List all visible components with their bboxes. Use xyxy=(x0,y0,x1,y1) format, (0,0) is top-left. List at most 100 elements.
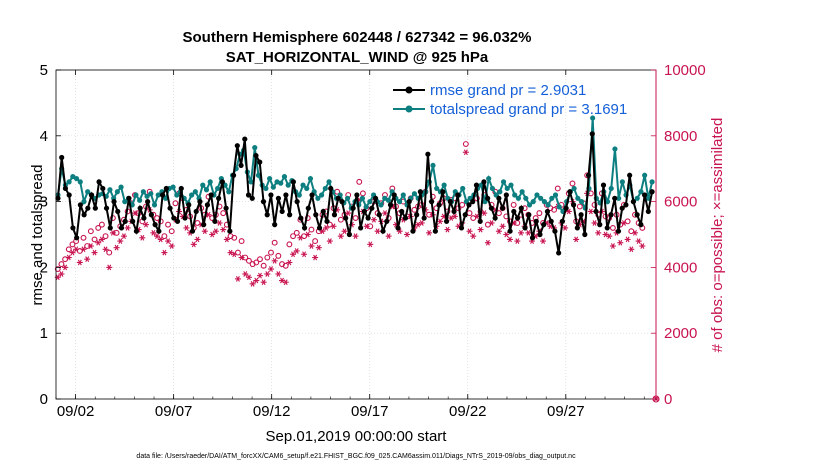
rmse-point xyxy=(432,228,438,234)
asterisk-stroke xyxy=(610,243,615,249)
asterisk-stroke xyxy=(70,249,75,256)
obs-assimilated-marker xyxy=(345,210,352,216)
rmse-point xyxy=(451,208,457,215)
rmse-point xyxy=(477,218,483,224)
totalspread-point xyxy=(107,187,113,193)
obs-assimilated-marker xyxy=(124,225,131,231)
obs-assimilated-marker xyxy=(495,228,502,235)
rmse-point xyxy=(619,205,625,211)
asterisk-stroke xyxy=(217,220,222,226)
rmse-point xyxy=(615,228,622,234)
rmse-point xyxy=(249,195,255,201)
y-left-tick-label: 1 xyxy=(40,325,48,342)
rmse-point xyxy=(440,189,446,195)
asterisk-stroke xyxy=(291,251,296,258)
asterisk-stroke xyxy=(155,233,160,240)
rmse-point xyxy=(485,195,491,201)
totalspread-point xyxy=(344,195,351,201)
rmse-point xyxy=(556,250,562,256)
obs-possible-marker xyxy=(264,254,271,261)
totalspread-point xyxy=(151,202,158,208)
obs-possible-marker xyxy=(168,228,175,235)
obs-assimilated-marker xyxy=(481,210,488,216)
rmse-point xyxy=(380,228,386,234)
rmse-point xyxy=(544,208,551,215)
rmse-point xyxy=(384,218,390,224)
obs-assimilated-marker xyxy=(363,223,370,230)
rmse-point xyxy=(227,228,233,234)
rmse-point xyxy=(429,199,435,205)
totalspread-point xyxy=(385,197,392,203)
obs-assimilated-marker xyxy=(444,226,451,233)
obs-assimilated-marker xyxy=(606,233,613,240)
rmse-point xyxy=(600,182,607,188)
obs-assimilated-marker xyxy=(426,229,433,236)
rmse-point xyxy=(81,212,87,218)
asterisk-stroke xyxy=(202,228,207,235)
obs-assimilated-marker xyxy=(337,233,344,240)
rmse-point xyxy=(630,199,636,205)
asterisk-stroke xyxy=(213,228,218,235)
obs-assimilated-marker xyxy=(323,225,330,231)
rmse-point xyxy=(130,218,136,224)
asterisk-stroke xyxy=(96,239,101,246)
totalspread-point xyxy=(608,185,614,192)
obs-assimilated-marker xyxy=(381,210,388,216)
obs-assimilated-marker xyxy=(212,228,219,235)
y-axis-right-label: # of obs: o=possible; ×=assimilated xyxy=(709,118,726,353)
obs-possible-marker xyxy=(220,210,227,217)
asterisk-stroke xyxy=(63,264,68,271)
rmse-point xyxy=(488,205,495,211)
obs-assimilated-marker xyxy=(297,234,304,241)
totalspread-point xyxy=(267,175,273,182)
legend-totalspread-marker xyxy=(405,105,413,113)
obs-assimilated-marker xyxy=(484,239,491,246)
x-axis-label: Sep.01,2019 00:00:00 start xyxy=(266,428,448,445)
obs-assimilated-marker xyxy=(620,220,627,226)
obs-assimilated-marker xyxy=(385,233,392,240)
rmse-point xyxy=(522,225,528,231)
asterisk-stroke xyxy=(471,233,476,240)
asterisk-stroke xyxy=(427,229,432,236)
obs-possible-marker xyxy=(337,216,344,223)
rmse-point xyxy=(152,222,158,228)
totalspread-point xyxy=(489,185,496,192)
totalspread-point xyxy=(278,180,284,186)
obs-assimilated-marker xyxy=(268,266,274,272)
totalspread-point xyxy=(73,175,80,182)
rmse-point xyxy=(178,185,184,192)
rmse-point xyxy=(406,199,412,205)
y-right-tick-label: 6000 xyxy=(664,194,697,211)
legend-rmse-label: rmse grand pr = 2.9031 xyxy=(430,82,586,99)
rmse-point xyxy=(649,189,655,195)
obs-assimilated-marker xyxy=(117,238,124,244)
obs-assimilated-marker xyxy=(312,254,319,261)
asterisk-stroke xyxy=(621,220,626,226)
totalspread-point xyxy=(315,195,321,201)
asterisk-stroke xyxy=(239,254,244,261)
totalspread-point xyxy=(304,185,310,192)
x-tick-label: 09/12 xyxy=(253,403,291,420)
obs-possible-marker xyxy=(231,234,238,241)
rmse-point xyxy=(458,225,465,231)
totalspread-point xyxy=(326,179,332,185)
rmse-point xyxy=(541,222,547,228)
asterisk-stroke xyxy=(368,241,373,248)
obs-assimilated-marker xyxy=(330,223,337,230)
rmse-point xyxy=(638,222,644,228)
totalspread-point xyxy=(270,184,276,190)
y-left-tick-label: 0 xyxy=(40,391,48,408)
obs-assimilated-marker xyxy=(624,236,631,243)
asterisk-stroke xyxy=(463,149,468,156)
totalspread-point xyxy=(367,199,373,205)
totalspread-point xyxy=(642,172,648,178)
rmse-point xyxy=(204,202,211,208)
rmse-point xyxy=(548,218,554,224)
rmse-point xyxy=(324,218,330,224)
asterisk-stroke xyxy=(618,239,623,246)
asterisk-stroke xyxy=(151,229,156,236)
asterisk-stroke xyxy=(320,228,325,235)
rmse-point xyxy=(59,154,65,161)
asterisk-stroke xyxy=(257,272,262,279)
